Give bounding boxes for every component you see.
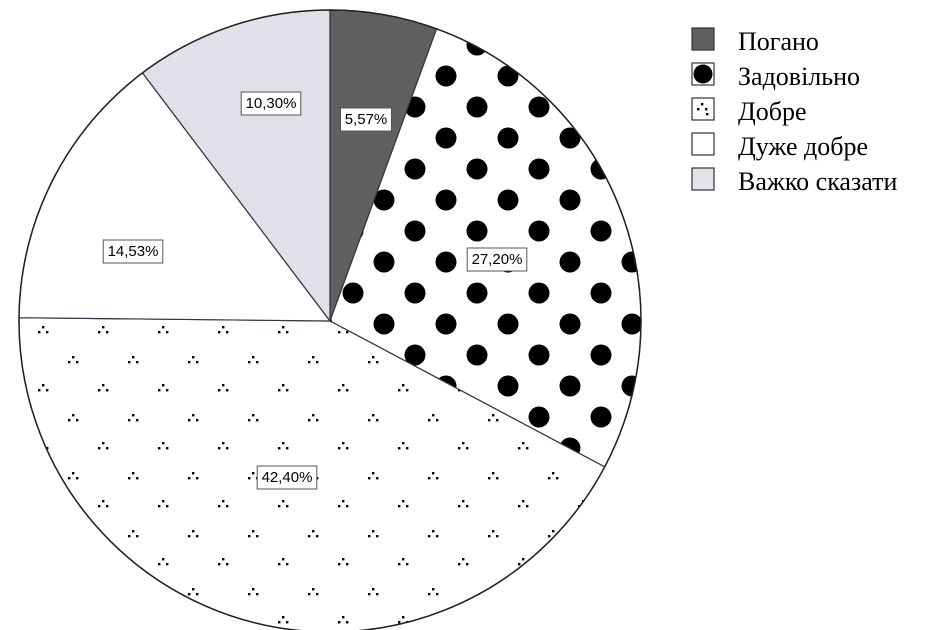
value-label-box-duzhe-dobre <box>102 239 164 264</box>
value-label-text-vazhko-skazaty: 10,30% <box>246 95 297 112</box>
value-label-text-dobre: 42,40% <box>262 469 313 486</box>
legend-label-dobre: Добре <box>738 97 807 126</box>
pie-outline <box>18 9 642 630</box>
value-label-box-poghano <box>340 107 392 132</box>
legend-swatch-vazhko-skazaty <box>691 167 715 191</box>
value-label-poghano: 5,57% <box>340 107 392 132</box>
legend-label-vazhko-skazaty: Важко сказати <box>738 167 897 196</box>
pie-value-labels: 5,57% 27,20% 42,40% 14,53% 10,30% <box>102 91 528 490</box>
value-label-box-vazhko-skazaty <box>240 91 302 116</box>
value-label-duzhe-dobre: 14,53% <box>102 239 164 264</box>
legend-swatch-duzhe-dobre <box>691 132 715 156</box>
value-label-zadovilno: 27,20% <box>466 247 528 272</box>
pie-slices <box>18 9 642 630</box>
legend-entry-zadovilno: Задовільно <box>691 62 860 91</box>
value-label-text-duzhe-dobre: 14,53% <box>108 243 159 260</box>
value-label-vazhko-skazaty: 10,30% <box>240 91 302 116</box>
legend-swatch-zadovilno-dot <box>693 64 713 84</box>
value-label-box-dobre <box>256 465 318 490</box>
legend-swatch-poghano <box>691 27 715 51</box>
legend-label-poghano: Погано <box>738 27 819 56</box>
value-label-dobre: 42,40% <box>256 465 318 490</box>
legend-entry-vazhko-skazaty: Важко сказати <box>691 167 897 196</box>
legend-entry-poghano: Погано <box>691 27 819 56</box>
legend: Погано Задовільно Добре Дуже добре Важко… <box>691 27 897 196</box>
legend-entry-dobre: Добре <box>691 97 807 126</box>
value-label-box-zadovilno <box>466 247 528 272</box>
value-label-text-poghano: 5,57% <box>345 111 388 128</box>
value-label-text-zadovilno: 27,20% <box>472 251 523 268</box>
legend-swatch-dobre <box>691 97 715 121</box>
legend-label-zadovilno: Задовільно <box>738 62 860 91</box>
legend-label-duzhe-dobre: Дуже добре <box>738 132 868 161</box>
legend-entry-duzhe-dobre: Дуже добре <box>691 132 868 161</box>
